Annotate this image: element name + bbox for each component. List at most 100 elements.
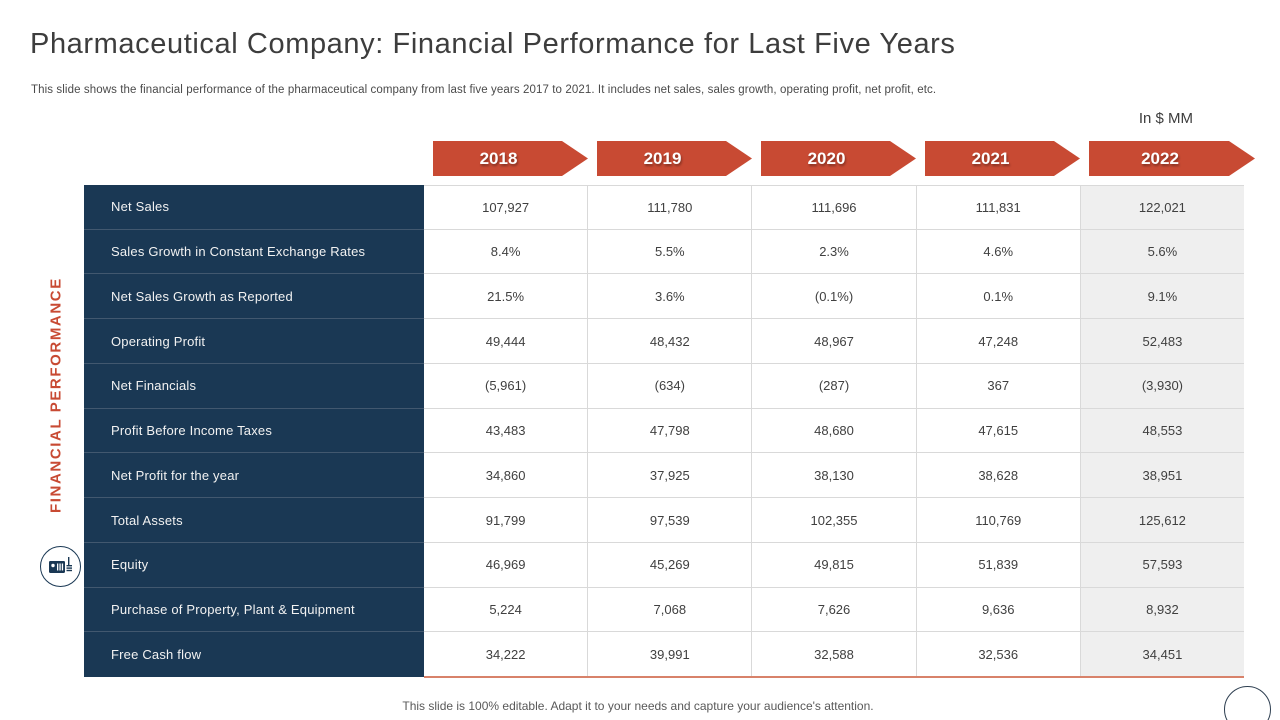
table-row: Operating Profit 49,444 48,432 48,967 47,248…: [84, 319, 1245, 364]
value-cell: (0.1%): [751, 274, 916, 320]
row-label-cell: Net Sales: [84, 185, 424, 230]
value-cell: 7,068: [587, 587, 752, 633]
cash-register-icon-glyph: [48, 556, 72, 573]
year-arrow: 2019: [588, 141, 752, 176]
value-cell: 49,444: [424, 319, 588, 364]
year-arrow: 2021: [916, 141, 1080, 176]
value-cell: 38,951: [1079, 453, 1245, 499]
value-cell: 32,536: [915, 632, 1080, 678]
value-cell: 5.5%: [587, 229, 752, 275]
value-cell: 38,130: [751, 453, 916, 499]
value-cell: 37,925: [587, 453, 752, 499]
value-cell: (5,961): [424, 364, 588, 409]
units-label: In $ MM: [1138, 110, 1193, 127]
financial-table: Net Sales 107,927 111,780 111,696 111,831 122…: [84, 185, 1245, 678]
value-cell: 47,798: [587, 408, 752, 454]
value-cell: 9,636: [915, 587, 1080, 633]
value-cell: 39,991: [587, 632, 752, 678]
table-row: Total Assets 91,799 97,539 102,355 110,769 12…: [84, 498, 1245, 543]
value-cell: 43,483: [424, 409, 588, 454]
table-bottom-accent-line: [424, 676, 1244, 678]
row-label-cell: Free Cash flow: [84, 632, 424, 678]
value-cell: 21.5%: [424, 274, 588, 320]
value-cell: 97,539: [587, 498, 752, 543]
year-arrow-shape: 2018: [433, 141, 588, 176]
cash-register-icon: [40, 546, 81, 587]
year-label: 2018: [479, 148, 518, 168]
row-label-cell: Sales Growth in Constant Exchange Rates: [84, 229, 424, 275]
value-cell: 57,593: [1079, 542, 1245, 588]
row-label-cell: Purchase of Property, Plant & Equipment: [84, 587, 424, 633]
value-cell: 8.4%: [424, 230, 588, 275]
year-label: 2019: [643, 148, 682, 168]
table-row: Free Cash flow 34,222 39,991 32,588 32,536 34…: [84, 632, 1245, 678]
row-label-cell: Net Sales Growth as Reported: [84, 274, 424, 320]
table-row: Net Sales 107,927 111,780 111,696 111,831 122…: [84, 185, 1245, 230]
value-cell: 107,927: [424, 185, 588, 230]
value-cell: 4.6%: [915, 229, 1080, 275]
row-label-cell: Total Assets: [84, 498, 424, 543]
year-label: 2021: [971, 148, 1010, 168]
value-cell: 48,432: [587, 319, 752, 364]
row-label-cell: Equity: [84, 542, 424, 588]
table-row: Net Profit for the year 34,860 37,925 38,13…: [84, 453, 1245, 499]
value-cell: 48,553: [1079, 408, 1245, 454]
value-cell: 367: [915, 363, 1080, 409]
value-cell: 111,696: [751, 185, 916, 230]
value-cell: 51,839: [915, 542, 1080, 588]
row-label-cell: Profit Before Income Taxes: [84, 408, 424, 454]
slide-subtitle: This slide shows the financial performan…: [31, 84, 937, 96]
year-arrow-shape: 2021: [925, 141, 1080, 176]
value-cell: 110,769: [915, 498, 1080, 543]
value-cell: 102,355: [751, 498, 916, 543]
value-cell: 7,626: [751, 587, 916, 633]
value-cell: 49,815: [751, 542, 916, 588]
row-label-cell: Net Financials: [84, 363, 424, 409]
year-arrow-shape: 2019: [597, 141, 752, 176]
year-arrow: 2022: [1080, 141, 1244, 176]
value-cell: (287): [751, 363, 916, 409]
value-cell: 91,799: [424, 498, 588, 543]
value-cell: 34,222: [424, 632, 588, 678]
value-cell: 122,021: [1079, 185, 1245, 230]
year-arrow-shape: 2022: [1089, 141, 1255, 176]
value-cell: 34,451: [1079, 632, 1245, 678]
side-category-label: FINANCIAL PERFORMANCE: [47, 277, 65, 513]
year-header-row: 2018 2019 2020 2021 2022: [424, 141, 1270, 176]
value-cell: 3.6%: [587, 274, 752, 320]
value-cell: 46,969: [424, 543, 588, 588]
year-arrow: 2018: [424, 141, 588, 176]
value-cell: 5,224: [424, 588, 588, 633]
table-row: Equity 46,969 45,269 49,815 51,839 57,593: [84, 542, 1245, 588]
table-row: Purchase of Property, Plant & Equipment 5…: [84, 587, 1245, 633]
table-row: Net Financials (5,961) (634) (287) 367 (3,930…: [84, 363, 1245, 409]
value-cell: 125,612: [1079, 498, 1245, 543]
value-cell: 0.1%: [915, 274, 1080, 320]
page-title: Pharmaceutical Company: Financial Perfor…: [30, 28, 956, 60]
footer-note: This slide is 100% editable. Adapt it to…: [402, 699, 874, 713]
row-label-cell: Net Profit for the year: [84, 453, 424, 499]
value-cell: 8,932: [1079, 587, 1245, 633]
year-arrow: 2020: [752, 141, 916, 176]
table-row: Profit Before Income Taxes 43,483 47,798 48…: [84, 408, 1245, 454]
value-cell: 45,269: [587, 542, 752, 588]
value-cell: (3,930): [1079, 363, 1245, 409]
table-row: Net Sales Growth as Reported 21.5% 3.6% (0.…: [84, 274, 1245, 320]
value-cell: 9.1%: [1079, 274, 1245, 320]
year-arrow-shape: 2020: [761, 141, 916, 176]
value-cell: 111,780: [587, 185, 752, 230]
value-cell: 47,248: [915, 319, 1080, 364]
year-label: 2022: [1141, 148, 1179, 168]
year-label: 2020: [807, 148, 846, 168]
value-cell: 48,967: [751, 319, 916, 364]
value-cell: 2.3%: [751, 229, 916, 275]
table-row: Sales Growth in Constant Exchange Rates 8…: [84, 229, 1245, 275]
value-cell: 5.6%: [1079, 229, 1245, 275]
value-cell: 34,860: [424, 453, 588, 499]
value-cell: 111,831: [915, 185, 1080, 230]
value-cell: 38,628: [915, 453, 1080, 499]
value-cell: 32,588: [751, 632, 916, 678]
value-cell: 48,680: [751, 408, 916, 454]
row-label-cell: Operating Profit: [84, 319, 424, 364]
